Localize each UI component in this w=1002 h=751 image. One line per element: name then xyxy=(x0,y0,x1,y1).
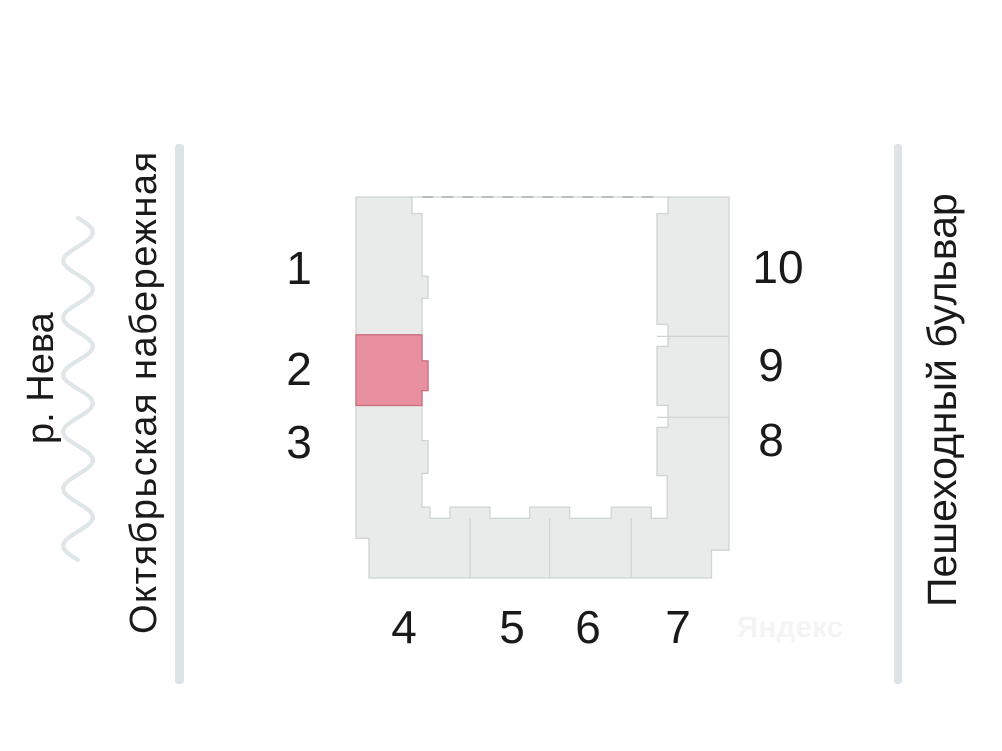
svg-text:7: 7 xyxy=(665,601,691,653)
svg-text:Яндекс: Яндекс xyxy=(737,611,844,644)
svg-text:10: 10 xyxy=(752,241,803,293)
svg-text:3: 3 xyxy=(286,416,312,468)
svg-text:9: 9 xyxy=(758,339,784,391)
svg-text:4: 4 xyxy=(391,601,417,653)
svg-text:8: 8 xyxy=(758,414,784,466)
svg-text:6: 6 xyxy=(575,601,601,653)
svg-text:5: 5 xyxy=(499,601,525,653)
svg-text:1: 1 xyxy=(286,242,312,294)
svg-text:2: 2 xyxy=(286,343,312,395)
